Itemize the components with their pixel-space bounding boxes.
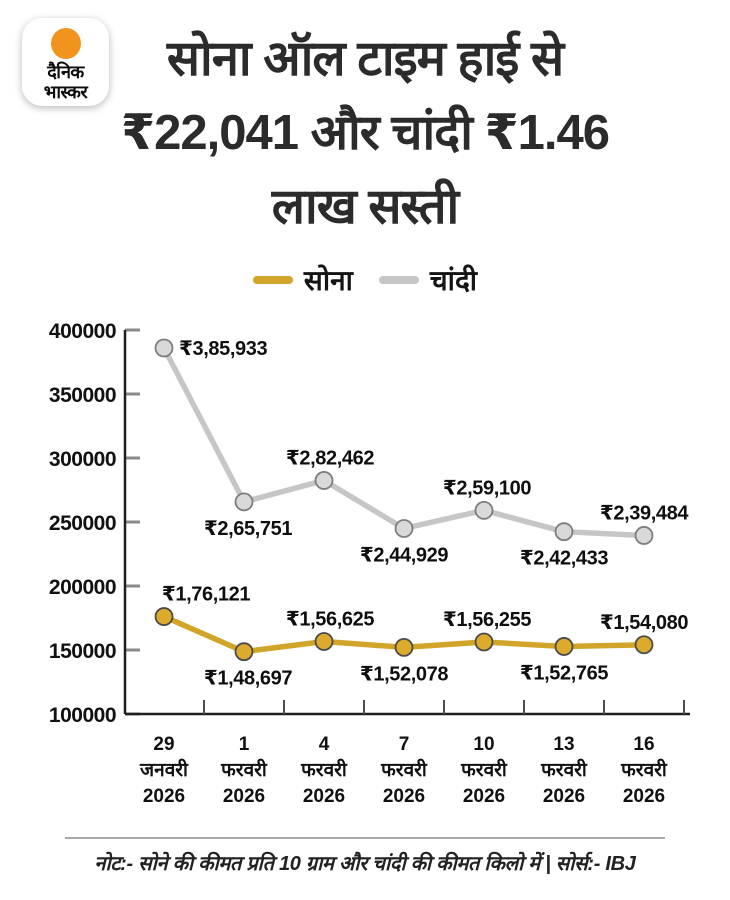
gold-point (154, 607, 174, 626)
y-tick-label: 250000 (49, 512, 116, 535)
silver-point (234, 492, 254, 512)
sun-icon (50, 28, 81, 59)
headline: सोना ऑल टाइम हाई से ₹22,041 और चांदी ₹1.… (0, 22, 730, 244)
silver-point (314, 471, 334, 490)
silver-value-label: ₹3,85,933 (179, 338, 267, 360)
y-tick-label: 100000 (49, 704, 116, 727)
silver-value-label: ₹2,42,433 (520, 548, 608, 570)
legend-item-silver: चांदी (378, 261, 478, 299)
silver-value-label: ₹2,44,929 (360, 544, 448, 566)
silver-value-label: ₹2,39,484 (600, 502, 689, 524)
gold-value-label: ₹1,48,697 (204, 668, 292, 690)
footer-note: नोट:- सोने की कीमत प्रति 10 ग्राम और चां… (94, 853, 636, 875)
gold-point (234, 642, 254, 662)
x-axis-label: 10 फरवरी 2026 (460, 734, 508, 807)
x-axis-label: 29 जनवरी 2026 (139, 734, 189, 807)
silver-value-label: ₹2,59,100 (443, 477, 531, 499)
gold-value-label: ₹1,76,121 (162, 584, 250, 606)
gold-point (474, 632, 494, 652)
silver-point (554, 522, 574, 542)
gold-value-label: ₹1,56,625 (286, 609, 374, 631)
silver-point (154, 338, 174, 358)
silver-value-label: ₹2,82,462 (286, 447, 374, 469)
y-tick-label: 400000 (49, 320, 116, 343)
gold-value-label: ₹1,54,080 (600, 612, 688, 634)
silver-point (634, 526, 654, 545)
gold-value-label: ₹1,56,255 (443, 609, 531, 631)
gold-point (314, 632, 334, 651)
legend-label-silver: चांदी (429, 265, 478, 296)
x-axis-label: 1 फरवरी 2026 (220, 734, 268, 807)
silver-point (394, 519, 414, 538)
price-line-chart: 100000 150000 200000 250000 300000 350000 4000… (0, 300, 730, 830)
y-tick-label: 200000 (49, 576, 116, 599)
footer-divider (65, 837, 665, 839)
logo-line-1: दैनिक (47, 62, 84, 82)
y-tick-label: 300000 (49, 448, 116, 471)
silver-value-label: ₹2,65,751 (204, 518, 292, 540)
gold-value-label: ₹1,52,765 (520, 662, 608, 684)
gold-line-swatch (252, 276, 293, 284)
gold-point (634, 635, 654, 655)
gold-point (394, 637, 414, 657)
headline-line-1: सोना ऑल टाइम हाई से (166, 32, 564, 86)
x-axis-label: 4 फरवरी 2026 (300, 734, 348, 807)
logo-text: दैनिक भास्कर (44, 62, 88, 102)
chart-legend: सोना चांदी (0, 260, 730, 300)
logo-line-2: भास्कर (43, 82, 88, 102)
x-axis-label: 13 फरवरी 2026 (540, 734, 588, 807)
y-tick-label: 350000 (49, 384, 116, 407)
headline-line-3: लाख सस्ती (271, 180, 459, 234)
silver-line-swatch (378, 276, 419, 284)
legend-label-gold: सोना (303, 265, 353, 296)
chart-canvas: 100000 150000 200000 250000 300000 350000 4000… (49, 320, 690, 807)
gold-point (554, 637, 574, 656)
dainik-bhaskar-logo: दैनिक भास्कर (22, 18, 109, 106)
x-axis-label: 7 फरवरी 2026 (380, 734, 428, 807)
silver-line (161, 345, 647, 539)
gold-value-label: ₹1,52,078 (360, 663, 448, 685)
x-axis-label: 16 फरवरी 2026 (620, 734, 668, 807)
y-tick-label: 150000 (49, 640, 116, 663)
headline-line-2: ₹22,041 और चांदी ₹1.46 (121, 106, 610, 160)
legend-item-gold: सोना (252, 261, 353, 299)
silver-point (474, 500, 494, 520)
